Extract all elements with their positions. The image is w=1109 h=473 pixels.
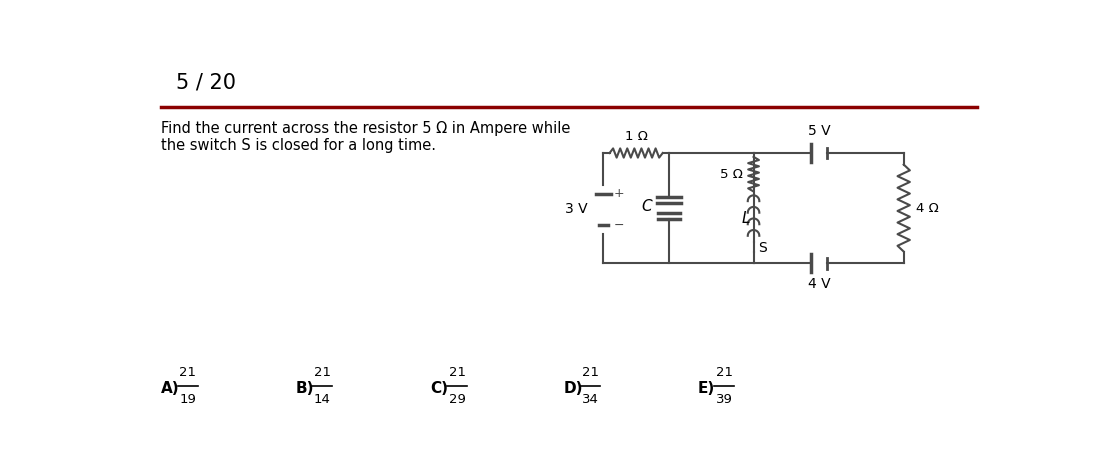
Text: 3 V: 3 V [566,202,588,216]
Text: L: L [741,211,750,226]
Text: A): A) [161,381,180,396]
Text: 21: 21 [314,366,330,378]
Text: C: C [641,199,652,214]
Text: 19: 19 [180,393,196,406]
Text: 39: 39 [715,393,733,406]
Text: 5 Ω: 5 Ω [720,168,743,181]
Text: 4 Ω: 4 Ω [916,201,938,215]
Text: 29: 29 [449,393,466,406]
Text: C): C) [430,381,448,396]
Text: 21: 21 [582,366,599,378]
Text: 21: 21 [715,366,733,378]
Text: 21: 21 [449,366,466,378]
Text: 4 V: 4 V [807,277,831,291]
Text: 14: 14 [314,393,330,406]
Text: B): B) [295,381,314,396]
Text: S: S [759,242,767,255]
Text: 1 Ω: 1 Ω [624,130,648,143]
Text: +: + [613,186,624,200]
Text: E): E) [698,381,714,396]
Text: 34: 34 [582,393,599,406]
Text: −: − [613,219,624,232]
Text: 5 V: 5 V [807,123,831,138]
Text: 21: 21 [179,366,196,378]
Text: the switch S is closed for a long time.: the switch S is closed for a long time. [161,138,436,153]
Text: D): D) [563,381,583,396]
Text: Find the current across the resistor 5 Ω in Ampere while: Find the current across the resistor 5 Ω… [161,121,570,136]
Text: 5 / 20: 5 / 20 [176,73,236,93]
